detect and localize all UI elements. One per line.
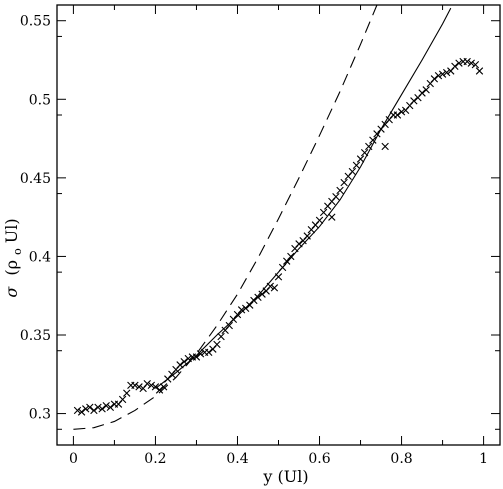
data-point-marker [102, 402, 110, 410]
x-tick-label: 0 [69, 451, 78, 467]
data-point-marker [356, 155, 365, 163]
data-point-marker [422, 86, 430, 94]
data-point-marker [90, 406, 98, 415]
y-tick-label: 0.5 [29, 92, 51, 108]
x-tick-label: 1 [479, 451, 488, 467]
data-point-marker [98, 405, 106, 413]
data-point-marker [106, 403, 115, 411]
x-axis: 0 0.2 0.4 0.6 0.8 1 [69, 5, 488, 467]
y-axis-title-close: Ul) [2, 218, 21, 243]
y-axis-title-symbol: σ [2, 286, 21, 298]
y-axis: 0.3 0.35 0.4 0.45 0.5 0.55 [20, 14, 500, 430]
data-point-marker [340, 178, 348, 187]
data-point-marker [258, 290, 266, 298]
data-point-marker [303, 232, 311, 240]
data-point-marker [192, 353, 201, 361]
data-point-marker [332, 193, 340, 201]
x-axis-title: y (Ul) [262, 467, 308, 486]
data-point-marker [86, 403, 94, 411]
data-point-marker [352, 161, 361, 169]
x-tick-label: 0.2 [144, 451, 166, 467]
y-axis-title-sub: o [11, 248, 24, 255]
y-tick-label: 0.3 [29, 407, 51, 423]
data-point-marker [143, 380, 151, 388]
data-point-marker [73, 406, 82, 415]
y-tick-label: 0.4 [29, 249, 51, 265]
y-axis-title: σ (ρ o Ul) [2, 218, 25, 297]
data-point-marker [131, 381, 139, 389]
data-point-marker [381, 142, 389, 151]
data-point-marker [467, 59, 475, 67]
x-tick-label: 0.8 [390, 451, 412, 467]
plot-area [73, 4, 484, 430]
y-tick-label: 0.45 [20, 171, 51, 187]
data-point-marker [82, 405, 90, 413]
data-point-marker [270, 284, 279, 292]
data-point-marker [451, 62, 459, 70]
data-point-marker [287, 252, 295, 261]
y-axis-title-open: (ρ [2, 260, 21, 276]
x-tick-label: 0.4 [226, 451, 248, 467]
data-point-marker [135, 383, 143, 391]
data-point-marker [410, 97, 418, 105]
data-point-marker [463, 57, 471, 66]
data-point-marker [336, 186, 344, 195]
data-point-marker [434, 72, 443, 80]
data-point-marker [237, 306, 246, 314]
y-tick-label: 0.35 [20, 328, 51, 344]
data-point-marker [155, 386, 164, 394]
data-point-marker [348, 167, 357, 176]
dashed-curve [73, 4, 378, 430]
x-tick-label: 0.6 [308, 451, 330, 467]
data-point-marker [442, 68, 451, 77]
data-point-marker [315, 216, 324, 224]
data-point-marker [225, 321, 233, 330]
data-point-marker [471, 61, 480, 69]
data-point-marker [438, 70, 447, 78]
solid-curve [155, 7, 452, 389]
data-point-marker [217, 332, 225, 341]
data-point-marker [393, 111, 402, 119]
y-tick-label: 0.55 [20, 14, 51, 30]
data-point-marker [369, 136, 377, 144]
data-point-marker [147, 381, 156, 389]
data-point-marker [475, 67, 484, 75]
data-point-marker [151, 383, 160, 391]
data-point-marker [455, 59, 463, 67]
data-point-marker [94, 403, 102, 411]
data-point-marker [205, 348, 213, 356]
data-point-marker [430, 75, 439, 83]
data-point-marker [77, 408, 86, 416]
plot-frame [56, 4, 501, 446]
data-point-marker [213, 340, 221, 349]
data-point-marker [418, 89, 426, 97]
data-point-marker [254, 293, 262, 301]
data-point-marker [123, 389, 131, 397]
data-point-marker [319, 208, 328, 217]
data-point-marker [397, 108, 406, 116]
data-point-marker [118, 395, 127, 404]
data-point-marker [159, 383, 168, 391]
data-point-marker [328, 213, 336, 221]
